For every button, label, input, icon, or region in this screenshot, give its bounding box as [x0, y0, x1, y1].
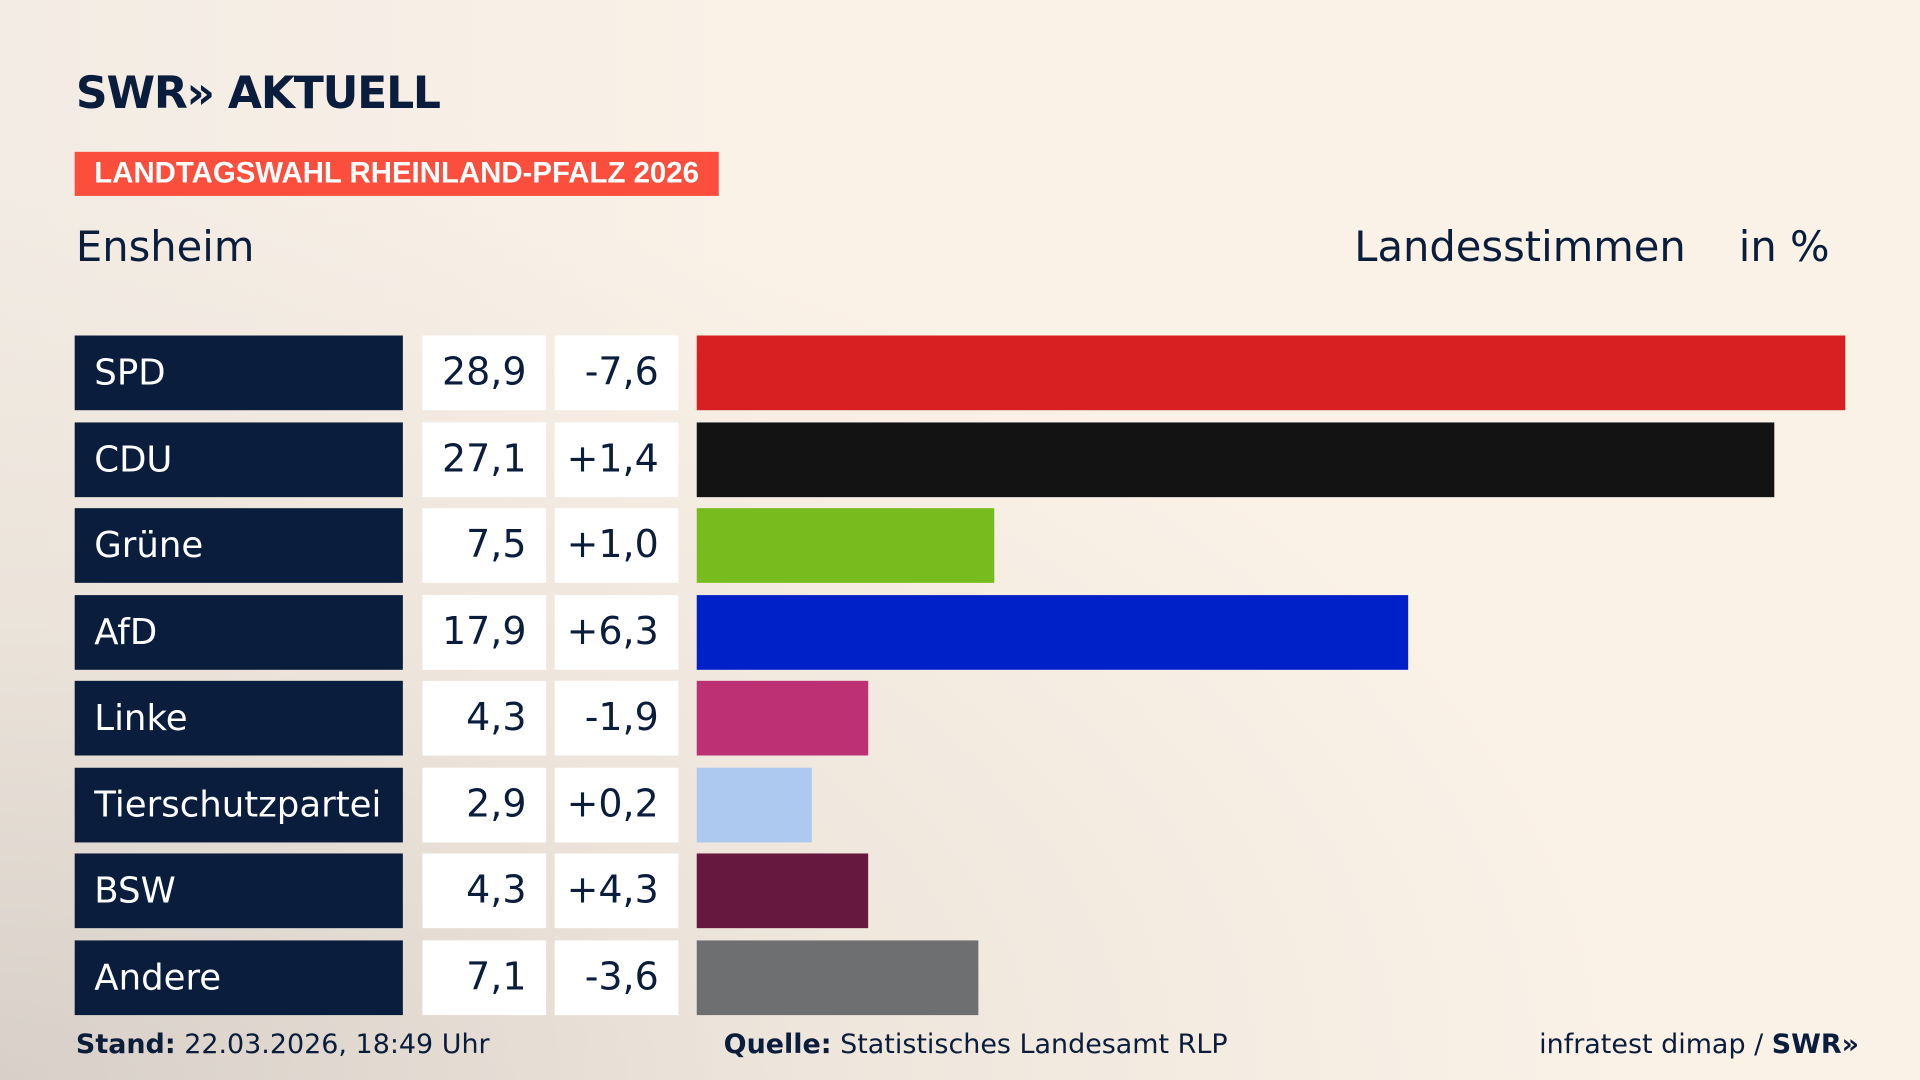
value-label: 28,9	[422, 335, 547, 411]
bar	[696, 594, 1409, 670]
bar	[696, 508, 995, 583]
change-label: +0,2	[554, 767, 679, 842]
source-value: Statistisches Landesamt RLP	[840, 1029, 1228, 1061]
value-label: 7,1	[422, 939, 547, 1015]
bar	[696, 939, 979, 1015]
change-label: +4,3	[554, 853, 679, 929]
footer-credit: infratest dimap / SWR»	[1539, 1030, 1859, 1061]
value-label: 7,5	[422, 508, 547, 583]
party-label: Linke	[74, 680, 403, 756]
value-label: 4,3	[422, 680, 547, 756]
bar	[696, 853, 868, 929]
source-label: Quelle:	[723, 1029, 832, 1061]
party-label: Grüne	[74, 508, 403, 583]
election-tag: LANDTAGSWAHL RHEINLAND-PFALZ 2026	[74, 151, 719, 196]
change-label: -1,9	[554, 680, 679, 756]
party-label: Andere	[74, 939, 403, 1015]
location-title: Ensheim	[75, 222, 255, 272]
party-label: Tierschutzpartei	[74, 767, 403, 842]
footer-stand: Stand: 22.03.2026, 18:49 Uhr	[76, 1030, 490, 1061]
value-label: 4,3	[422, 853, 547, 929]
change-label: +1,0	[554, 508, 679, 583]
bar	[696, 680, 868, 756]
stand-value: 22.03.2026, 18:49 Uhr	[184, 1029, 490, 1061]
value-label: 27,1	[422, 421, 547, 497]
value-label: 2,9	[422, 767, 547, 842]
party-label: SPD	[74, 335, 403, 411]
value-label: 17,9	[422, 594, 547, 670]
bar	[696, 421, 1774, 497]
swr-aktuell-logo: SWR» AKTUELL	[75, 68, 441, 119]
stand-label: Stand:	[75, 1029, 176, 1061]
party-label: BSW	[74, 853, 403, 929]
change-label: -3,6	[554, 939, 679, 1015]
change-label: +1,4	[554, 421, 679, 497]
bar	[696, 335, 1846, 411]
credit-text: infratest dimap /	[1539, 1029, 1772, 1061]
change-label: -7,6	[554, 335, 679, 411]
swr-logo: SWR»	[1771, 1029, 1860, 1061]
footer-source: Quelle: Statistisches Landesamt RLP	[724, 1030, 1228, 1061]
change-label: +6,3	[554, 594, 679, 670]
party-label: AfD	[74, 594, 403, 670]
unit-label: in %	[1738, 222, 1830, 272]
party-label: CDU	[74, 421, 403, 497]
measure-label: Landesstimmen	[1354, 222, 1686, 272]
bar	[696, 767, 812, 842]
